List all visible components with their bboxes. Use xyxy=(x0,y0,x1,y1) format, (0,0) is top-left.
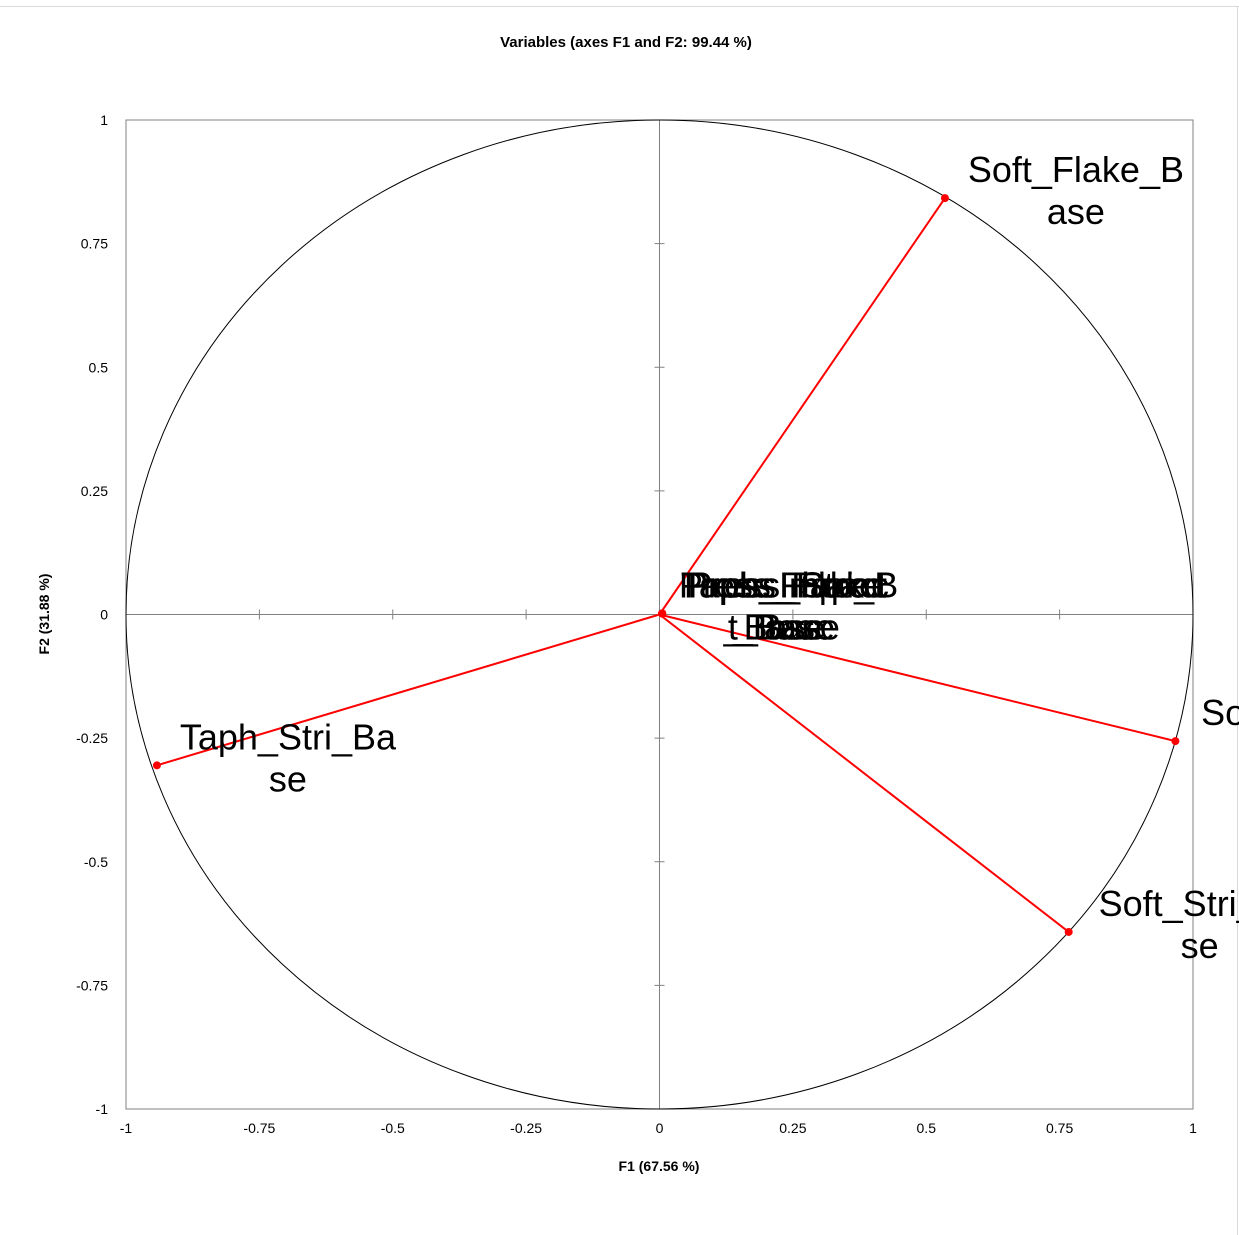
variable-point xyxy=(940,194,949,203)
vectors-layer xyxy=(152,194,1180,936)
y-tick-label: 1 xyxy=(100,112,108,128)
x-tick-label: 0.25 xyxy=(779,1120,806,1136)
variable-label-line: Press_Stri_B xyxy=(688,565,898,606)
ticks-layer: -1 -0.75 -0.5 -0.25 0 0.25 0.5 0.75 1 1 0.75 0.5 0.2… xyxy=(76,112,1197,1136)
variable-label-line: _Base xyxy=(732,607,835,648)
y-tick-label: -0.75 xyxy=(76,977,108,993)
variable-labels-layer: Soft_Flake_BaseSoft_Impact_BaseSoft_Stri… xyxy=(180,149,1239,966)
variable-label: Press_Flake _Base xyxy=(684,565,884,648)
y-tick-label: -1 xyxy=(96,1101,109,1117)
x-tick-label: -1 xyxy=(120,1120,133,1136)
chart-title: Variables (axes F1 and F2: 99.44 %) xyxy=(500,34,752,51)
variable-label-line: _Base xyxy=(723,607,826,648)
x-tick-label: 0.75 xyxy=(1046,1120,1073,1136)
variable-point xyxy=(658,609,667,618)
variable-point xyxy=(1171,737,1180,746)
variable-point xyxy=(1064,927,1073,936)
variable-vector xyxy=(658,197,946,616)
variable-label: Soft_Impact_Base xyxy=(1201,692,1239,775)
variable-label-line: Soft_Flake_B xyxy=(968,149,1184,190)
variable-label-line: Taph_Flake xyxy=(682,565,868,606)
x-axis-title: F1 (67.56 %) xyxy=(619,1158,700,1174)
variable-label: Soft_Flake_B ase xyxy=(968,149,1184,232)
correlation-circle xyxy=(125,119,1194,1110)
x-tick-label: 0.5 xyxy=(917,1120,937,1136)
variable-vector xyxy=(659,613,1176,743)
variable-label-line: _Base xyxy=(732,607,835,648)
variable-label-line: Soft_Stri_Ba xyxy=(1099,883,1239,924)
variable-label-line: se xyxy=(269,758,307,799)
variable-label-line: ase xyxy=(1047,191,1105,232)
variable-label-line: t_Base xyxy=(728,607,840,648)
variable-label-line: Soft_Impact xyxy=(1201,692,1239,733)
y-tick-label: 0.5 xyxy=(89,359,109,375)
x-tick-label: 0 xyxy=(656,1120,664,1136)
variable-label-line: se xyxy=(1181,925,1219,966)
x-tick-label: -0.5 xyxy=(381,1120,405,1136)
y-tick-label: 0.75 xyxy=(81,236,108,252)
x-tick-label: -0.25 xyxy=(510,1120,542,1136)
variable-label: Taph_Impact _Base xyxy=(681,565,887,648)
variable-vector xyxy=(156,613,660,767)
variable-label: Taph_Stri_Ba se xyxy=(180,716,397,799)
variable-label-line: Taph_Impact xyxy=(681,565,887,606)
variable-label: Press_Stri_B ase xyxy=(688,565,898,648)
variable-label-line: ase xyxy=(764,607,822,648)
variable-label-line: Press_Impac xyxy=(679,565,889,606)
y-axis-title: F2 (31.88 %) xyxy=(36,574,52,655)
y-tick-label: 0.25 xyxy=(81,483,108,499)
x-tick-label: 1 xyxy=(1189,1120,1197,1136)
variable-label-line: Press_Flake xyxy=(684,565,884,606)
y-tick-label: -0.5 xyxy=(84,854,108,870)
variable-label-line: Taph_Stri_Ba xyxy=(180,716,397,757)
variable-vector xyxy=(658,613,1070,933)
variable-label: Press_Impac t_Base xyxy=(679,565,889,648)
y-tick-label: -0.25 xyxy=(76,730,108,746)
variable-label: Taph_Flake _Base xyxy=(682,565,868,648)
variable-point xyxy=(152,761,161,770)
x-tick-label: -0.75 xyxy=(243,1120,275,1136)
variable-label: Soft_Stri_Base xyxy=(1099,883,1239,966)
y-tick-label: 0 xyxy=(100,607,108,623)
